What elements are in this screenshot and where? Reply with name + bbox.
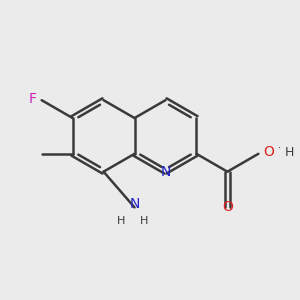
- Text: O: O: [263, 145, 274, 159]
- Text: N: N: [129, 197, 140, 211]
- Text: N: N: [160, 165, 171, 179]
- Text: H: H: [140, 216, 148, 226]
- Text: ·: ·: [278, 143, 281, 153]
- Text: F: F: [29, 92, 37, 106]
- Text: O: O: [222, 200, 233, 214]
- Text: H: H: [285, 146, 294, 159]
- Text: H: H: [116, 216, 125, 226]
